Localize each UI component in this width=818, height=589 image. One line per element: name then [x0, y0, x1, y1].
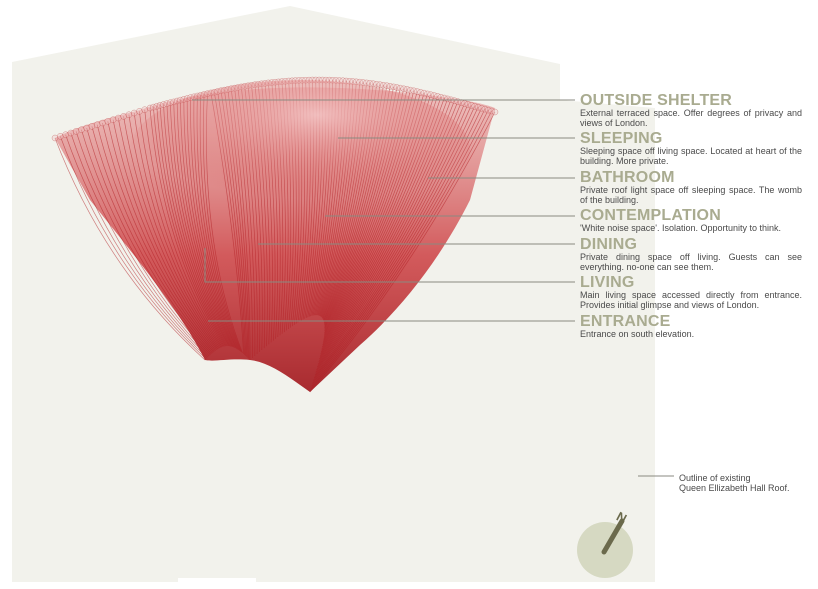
structure-rib	[59, 136, 207, 360]
label-desc: External terraced space. Offer degrees o…	[580, 108, 802, 128]
label-desc: Sleeping space off living space. Located…	[580, 146, 802, 166]
structure-rib	[112, 119, 218, 350]
structure-rib	[102, 122, 215, 352]
rib-node	[434, 93, 441, 100]
structure-rib	[117, 117, 219, 350]
rib-node	[383, 82, 391, 89]
north-arrow	[577, 518, 633, 578]
note-line-2: Queen Ellizabeth Hall Roof.	[679, 483, 790, 493]
label-bathroom: BATHROOM Private roof light space off sl…	[580, 169, 802, 206]
rib-node	[125, 111, 133, 118]
rib-node	[160, 101, 167, 108]
rib-node	[146, 104, 154, 112]
rib-node	[136, 108, 143, 115]
rib-node	[491, 108, 499, 116]
rib-node	[468, 102, 475, 109]
rib-node	[430, 92, 438, 99]
rib-node	[93, 121, 101, 128]
note-line-1: Outline of existing	[679, 473, 751, 483]
rib-node	[88, 123, 96, 130]
rib-node	[150, 103, 157, 111]
rib-node	[67, 129, 75, 137]
rib-node	[83, 124, 90, 132]
leader-lines	[192, 99, 674, 477]
rib-node	[141, 106, 148, 113]
rib-node	[153, 102, 161, 110]
rib-node	[413, 88, 421, 95]
structure-rib	[91, 126, 213, 354]
label-living: LIVING Main living space accessed direct…	[580, 274, 802, 311]
rib-node	[373, 80, 380, 88]
rib-node	[115, 114, 122, 122]
rib-node	[120, 113, 127, 120]
rib-node	[397, 84, 404, 92]
label-title: CONTEMPLATION	[580, 207, 721, 224]
rib-node	[478, 104, 485, 112]
label-title: OUTSIDE SHELTER	[580, 92, 733, 109]
leader-living	[204, 248, 575, 283]
rib-node	[62, 131, 69, 138]
rib-node	[369, 80, 377, 87]
label-desc: 'White noise space'. Isolation. Opportun…	[580, 223, 782, 233]
structure-rib	[310, 110, 492, 390]
structure-rib	[107, 121, 216, 351]
label-desc: Main living space accessed directly from…	[580, 290, 802, 310]
structure-rib	[96, 124, 214, 353]
structure-highlight	[130, 80, 470, 220]
rib-node	[417, 89, 424, 96]
label-dining: DINING Private dining space off living. …	[580, 236, 802, 273]
rib-node	[464, 101, 472, 108]
rib-node	[376, 81, 384, 88]
rib-node	[51, 134, 59, 142]
rib-node	[78, 126, 85, 133]
label-sleeping: SLEEPING Sleeping space off living space…	[580, 130, 802, 167]
structure-rib	[81, 129, 211, 356]
roof-outline-note: Outline of existing Queen Ellizabeth Hal…	[679, 473, 809, 493]
label-title: LIVING	[580, 274, 635, 291]
rib-node	[474, 103, 482, 111]
rib-node	[109, 116, 117, 123]
rib-node	[104, 118, 112, 125]
structure-rib	[54, 137, 206, 361]
label-desc: Entrance on south elevation.	[580, 329, 695, 339]
rib-node	[99, 119, 106, 127]
label-title: ENTRANCE	[580, 313, 671, 330]
rib-node	[427, 91, 434, 98]
label-title: BATHROOM	[580, 169, 675, 186]
label-entrance: ENTRANCE Entrance on south elevation.	[580, 313, 802, 340]
compass-needle	[601, 518, 625, 555]
label-desc: Private roof light space off sleeping sp…	[580, 185, 802, 205]
rib-node	[130, 109, 138, 117]
structure-rib	[309, 111, 496, 393]
rib-node	[380, 81, 387, 89]
label-contemplation: CONTEMPLATION 'White noise space'. Isola…	[580, 207, 802, 234]
structure-rib	[86, 127, 212, 355]
rib-node	[420, 89, 428, 97]
rib-node	[407, 86, 414, 94]
rib-node	[410, 87, 418, 95]
rib-node	[386, 83, 394, 90]
rib-node	[484, 106, 492, 114]
rib-node	[72, 128, 80, 135]
rib-node	[424, 90, 431, 98]
rib-node	[57, 133, 64, 140]
structure-rib	[75, 131, 210, 357]
structure-rib	[70, 132, 209, 358]
rib-node	[451, 97, 458, 104]
rib-node	[156, 102, 164, 109]
rib-node	[403, 86, 411, 93]
rib-node	[400, 85, 407, 93]
rib-node	[393, 84, 401, 91]
label-desc: Private dining space off living. Guests …	[580, 252, 802, 272]
rib-node	[481, 105, 489, 113]
label-title: SLEEPING	[580, 130, 663, 147]
label-outside-shelter: OUTSIDE SHELTER External terraced space.…	[580, 92, 802, 129]
label-title: DINING	[580, 236, 638, 253]
rib-node	[471, 103, 478, 110]
rib-node	[390, 83, 397, 91]
rib-node	[488, 107, 495, 115]
structure-rib	[65, 134, 208, 359]
